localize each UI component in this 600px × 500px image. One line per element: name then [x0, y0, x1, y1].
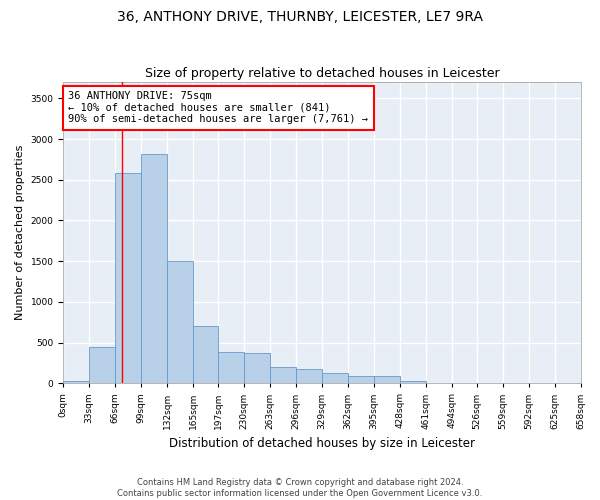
- Bar: [322, 372, 348, 384]
- Bar: [115, 173, 141, 384]
- Title: Size of property relative to detached houses in Leicester: Size of property relative to detached ho…: [145, 66, 499, 80]
- Bar: [374, 376, 400, 384]
- Text: Contains HM Land Registry data © Crown copyright and database right 2024.
Contai: Contains HM Land Registry data © Crown c…: [118, 478, 482, 498]
- Bar: [167, 261, 193, 384]
- Bar: [244, 353, 270, 384]
- Bar: [296, 370, 322, 384]
- Text: 36 ANTHONY DRIVE: 75sqm
← 10% of detached houses are smaller (841)
90% of semi-d: 36 ANTHONY DRIVE: 75sqm ← 10% of detache…: [68, 91, 368, 124]
- Bar: [400, 381, 425, 384]
- Bar: [270, 367, 296, 384]
- Bar: [218, 352, 244, 384]
- Bar: [193, 326, 218, 384]
- Bar: [63, 381, 89, 384]
- Y-axis label: Number of detached properties: Number of detached properties: [15, 145, 25, 320]
- Bar: [348, 376, 374, 384]
- X-axis label: Distribution of detached houses by size in Leicester: Distribution of detached houses by size …: [169, 437, 475, 450]
- Bar: [89, 346, 115, 384]
- Bar: [141, 154, 167, 384]
- Text: 36, ANTHONY DRIVE, THURNBY, LEICESTER, LE7 9RA: 36, ANTHONY DRIVE, THURNBY, LEICESTER, L…: [117, 10, 483, 24]
